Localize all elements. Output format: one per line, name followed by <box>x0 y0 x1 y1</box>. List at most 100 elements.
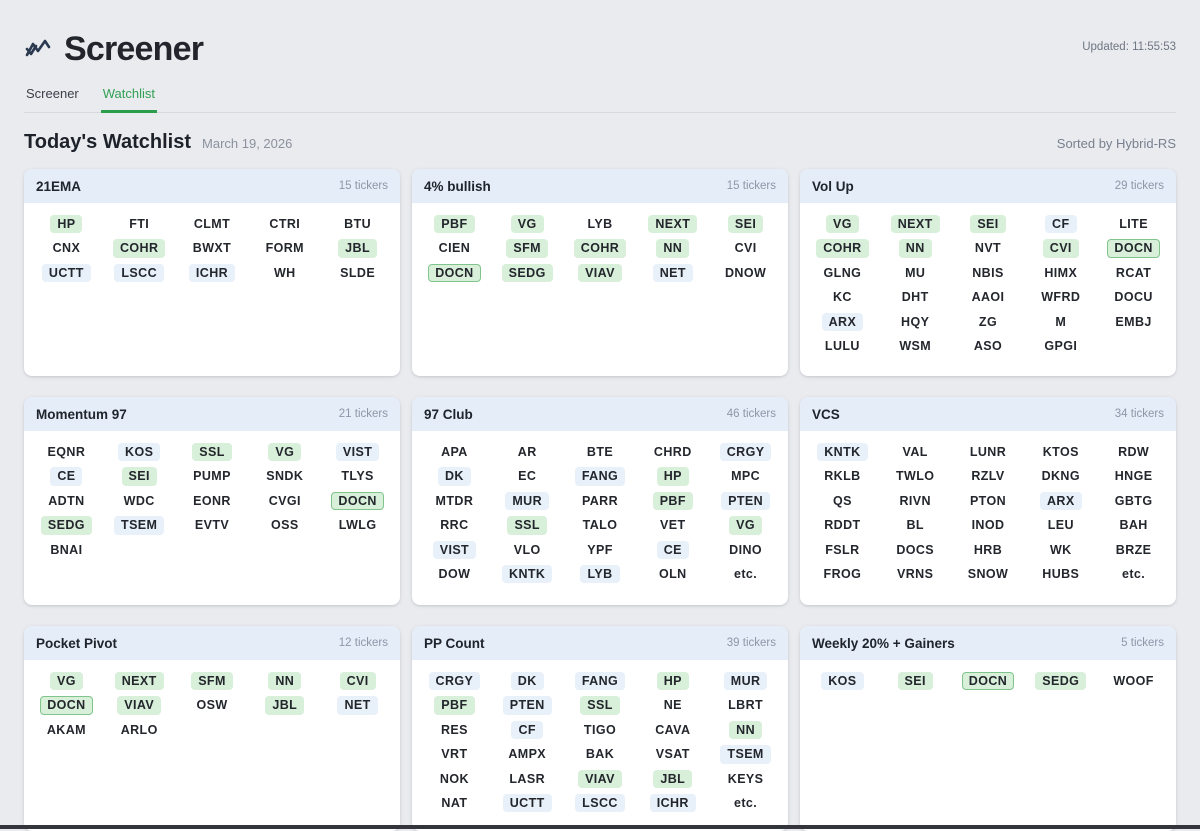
ticker-crgy[interactable]: CRGY <box>428 672 481 691</box>
tab-watchlist[interactable]: Watchlist <box>100 80 157 113</box>
ticker-nvt[interactable]: NVT <box>974 241 1002 256</box>
ticker-dkng[interactable]: DKNG <box>1041 469 1080 484</box>
ticker-dnow[interactable]: DNOW <box>725 265 767 280</box>
ticker-vg[interactable]: VG <box>729 516 763 535</box>
ticker-bte[interactable]: BTE <box>586 445 614 459</box>
ticker-bnai[interactable]: BNAI <box>50 542 83 557</box>
ticker-apa[interactable]: APA <box>441 445 468 459</box>
ticker-sfm[interactable]: SFM <box>506 239 548 258</box>
ticker-ktos[interactable]: KTOS <box>1042 445 1079 459</box>
ticker-nat[interactable]: NAT <box>441 795 468 810</box>
ticker-m[interactable]: M <box>1055 314 1067 329</box>
ticker-net[interactable]: NET <box>652 263 693 283</box>
ticker-viav[interactable]: VIAV <box>578 263 622 283</box>
ticker-woof[interactable]: WOOF <box>1113 674 1154 688</box>
ticker-jbl[interactable]: JBL <box>338 239 377 258</box>
ticker-viav[interactable]: VIAV <box>117 696 162 715</box>
ticker-docn[interactable]: DOCN <box>961 672 1015 691</box>
ticker-sndk[interactable]: SNDK <box>266 469 304 484</box>
ticker-talo[interactable]: TALO <box>582 518 618 533</box>
ticker-rcat[interactable]: RCAT <box>1115 265 1152 280</box>
ticker-fslr[interactable]: FSLR <box>825 542 860 557</box>
ticker-ypf[interactable]: YPF <box>587 542 613 557</box>
ticker-docn[interactable]: DOCN <box>428 263 481 283</box>
ticker-rivn[interactable]: RIVN <box>899 493 931 508</box>
ticker-next[interactable]: NEXT <box>114 672 164 691</box>
ticker-lscc[interactable]: LSCC <box>575 793 625 813</box>
ticker-nn[interactable]: NN <box>268 672 302 691</box>
ticker-cvi[interactable]: CVI <box>339 672 376 691</box>
ticker-wk[interactable]: WK <box>1049 542 1072 557</box>
ticker-ce[interactable]: CE <box>656 540 689 559</box>
ticker-cf[interactable]: CF <box>1045 215 1077 234</box>
ticker-ichr[interactable]: ICHR <box>188 263 236 283</box>
ticker-snow[interactable]: SNOW <box>967 566 1009 581</box>
ticker-docn[interactable]: DOCN <box>40 696 93 715</box>
ticker-cien[interactable]: CIEN <box>438 241 471 256</box>
ticker-bwxt[interactable]: BWXT <box>192 241 232 256</box>
ticker-vg[interactable]: VG <box>825 215 859 234</box>
ticker-docu[interactable]: DOCU <box>1114 290 1153 305</box>
ticker-mu[interactable]: MU <box>905 265 926 280</box>
ticker-brze[interactable]: BRZE <box>1115 542 1152 557</box>
ticker-rddt[interactable]: RDDT <box>824 518 861 533</box>
ticker-hqy[interactable]: HQY <box>901 314 930 329</box>
ticker-aso[interactable]: ASO <box>973 338 1003 353</box>
ticker-cf[interactable]: CF <box>511 720 543 740</box>
ticker-ctri[interactable]: CTRI <box>269 217 301 231</box>
ticker-cvi[interactable]: CVI <box>734 241 757 256</box>
ticker-ssl[interactable]: SSL <box>192 443 232 462</box>
ticker-parr[interactable]: PARR <box>581 493 619 508</box>
ticker-chrd[interactable]: CHRD <box>653 445 692 459</box>
ticker-cohr[interactable]: COHR <box>573 239 627 258</box>
ticker-mur[interactable]: MUR <box>723 672 768 691</box>
ticker-cohr[interactable]: COHR <box>112 239 166 258</box>
ticker-vg[interactable]: VG <box>268 443 302 462</box>
ticker-slde[interactable]: SLDE <box>340 265 376 280</box>
ticker-sfm[interactable]: SFM <box>191 672 233 691</box>
ticker-oln[interactable]: OLN <box>658 566 687 581</box>
ticker-sei[interactable]: SEI <box>897 672 933 691</box>
ticker-hubs[interactable]: HUBS <box>1042 566 1080 581</box>
ticker-wh[interactable]: WH <box>273 265 296 280</box>
ticker-twlo[interactable]: TWLO <box>895 469 935 484</box>
ticker-arx[interactable]: ARX <box>1039 491 1082 511</box>
ticker-ec[interactable]: EC <box>518 469 537 484</box>
ticker-wdc[interactable]: WDC <box>123 493 155 508</box>
ticker-vet[interactable]: VET <box>660 518 686 533</box>
ticker-pten[interactable]: PTEN <box>502 696 552 715</box>
ticker-bah[interactable]: BAH <box>1119 518 1148 533</box>
ticker-dino[interactable]: DINO <box>729 542 763 557</box>
ticker-lyb[interactable]: LYB <box>587 217 613 231</box>
ticker-sedg[interactable]: SEDG <box>40 516 92 535</box>
ticker-vg[interactable]: VG <box>510 215 544 234</box>
ticker-docn[interactable]: DOCN <box>1107 239 1160 258</box>
ticker-pbf[interactable]: PBF <box>652 491 693 511</box>
ticker-val[interactable]: VAL <box>902 445 928 459</box>
ticker-glng[interactable]: GLNG <box>823 265 862 280</box>
ticker-fang[interactable]: FANG <box>574 672 626 691</box>
ticker-net[interactable]: NET <box>337 696 378 715</box>
ticker-wfrd[interactable]: WFRD <box>1041 290 1081 305</box>
ticker-hrb[interactable]: HRB <box>973 542 1003 557</box>
ticker-tigo[interactable]: TIGO <box>583 722 617 737</box>
ticker-tsem[interactable]: TSEM <box>114 516 165 535</box>
ticker-kntk[interactable]: KNTK <box>502 564 553 584</box>
ticker-docn[interactable]: DOCN <box>331 491 384 511</box>
ticker-tsem[interactable]: TSEM <box>720 745 771 764</box>
ticker-crgy[interactable]: CRGY <box>719 443 772 462</box>
ticker-keys[interactable]: KEYS <box>727 771 764 786</box>
ticker-nn[interactable]: NN <box>729 720 763 740</box>
ticker-next[interactable]: NEXT <box>890 215 940 234</box>
ticker-sedg[interactable]: SEDG <box>501 263 553 283</box>
ticker-adtn[interactable]: ADTN <box>48 493 85 508</box>
ticker-lasr[interactable]: LASR <box>509 771 546 786</box>
ticker-sei[interactable]: SEI <box>727 215 764 234</box>
ticker-vsat[interactable]: VSAT <box>655 747 690 762</box>
ticker-ssl[interactable]: SSL <box>507 516 547 535</box>
ticker-rklb[interactable]: RKLB <box>824 469 861 484</box>
ticker-hnge[interactable]: HNGE <box>1114 469 1153 484</box>
ticker-rdw[interactable]: RDW <box>1118 445 1150 459</box>
ticker-aaoi[interactable]: AAOI <box>971 290 1005 305</box>
ticker-vrt[interactable]: VRT <box>441 747 468 762</box>
